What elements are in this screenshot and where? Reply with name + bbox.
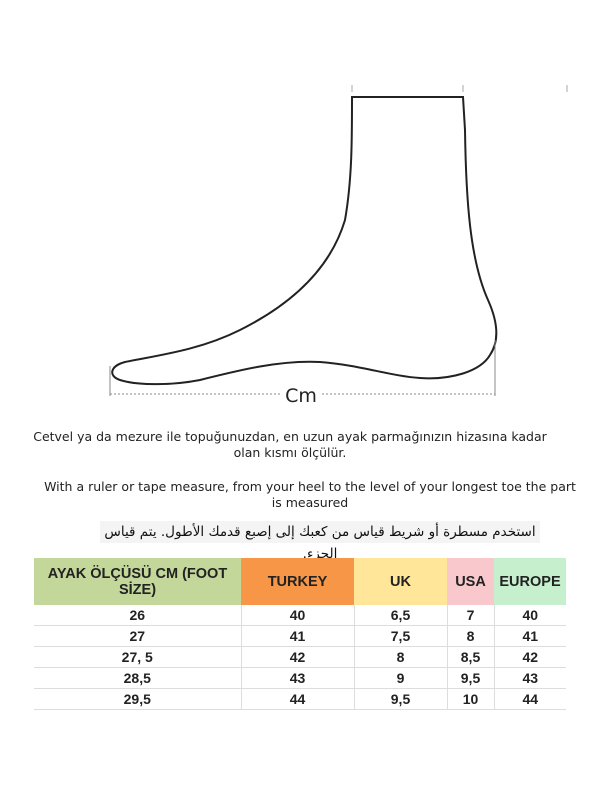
foot-outline [111, 96, 498, 386]
table-cell: 9 [354, 667, 448, 689]
table-cell: 44 [241, 688, 355, 710]
table-cell: 40 [494, 605, 566, 626]
table-cell: 43 [241, 667, 355, 689]
table-cell: 29,5 [34, 688, 242, 710]
column-header: USA [447, 558, 494, 605]
column-header: UK [354, 558, 447, 605]
table-row: 26 40 6,5 7 40 [34, 605, 566, 626]
table-cell: 27 [34, 625, 242, 647]
table-cell: 8 [447, 625, 495, 647]
table-cell: 9,5 [447, 667, 495, 689]
table-cell: 26 [34, 605, 242, 626]
column-header: TURKEY [241, 558, 354, 605]
table-cell: 41 [494, 625, 566, 647]
table-row: 29,5 44 9,5 10 44 [34, 688, 566, 710]
table-cell: 42 [241, 646, 355, 668]
table-cell: 40 [241, 605, 355, 626]
arabic-instruction: استخدم مسطرة أو شريط قياس من كعبك إلى إص… [100, 521, 540, 562]
column-header: AYAK ÖLÇÜSÜ CM (FOOT SİZE) [34, 558, 241, 605]
table-cell: 43 [494, 667, 566, 689]
table-cell: 7 [447, 605, 495, 626]
table-cell: 7,5 [354, 625, 448, 647]
table-cell: 10 [447, 688, 495, 710]
measure-label: Cm [285, 385, 317, 407]
table-header-row: AYAK ÖLÇÜSÜ CM (FOOT SİZE) TURKEY UK USA EUR… [34, 558, 566, 605]
table-cell: 27, 5 [34, 646, 242, 668]
table-cell: 8,5 [447, 646, 495, 668]
table-row: 28,5 43 9 9,5 43 [34, 667, 566, 689]
table-cell: 44 [494, 688, 566, 710]
size-table: AYAK ÖLÇÜSÜ CM (FOOT SİZE) TURKEY UK USA EUR… [34, 558, 566, 710]
table-cell: 41 [241, 625, 355, 647]
table-row: 27 41 7,5 8 41 [34, 625, 566, 647]
column-header: EUROPE [494, 558, 566, 605]
table-cell: 42 [494, 646, 566, 668]
table-row: 27, 5 42 8 8,5 42 [34, 646, 566, 668]
table-cell: 28,5 [34, 667, 242, 689]
turkish-instruction: Cetvel ya da mezure ile topuğunuzdan, en… [33, 429, 547, 460]
table-cell: 8 [354, 646, 448, 668]
foot-measurement-diagram: Cm [109, 85, 568, 407]
table-cell: 9,5 [354, 688, 448, 710]
english-instruction: With a ruler or tape measure, from your … [44, 479, 576, 510]
table-cell: 6,5 [354, 605, 448, 626]
